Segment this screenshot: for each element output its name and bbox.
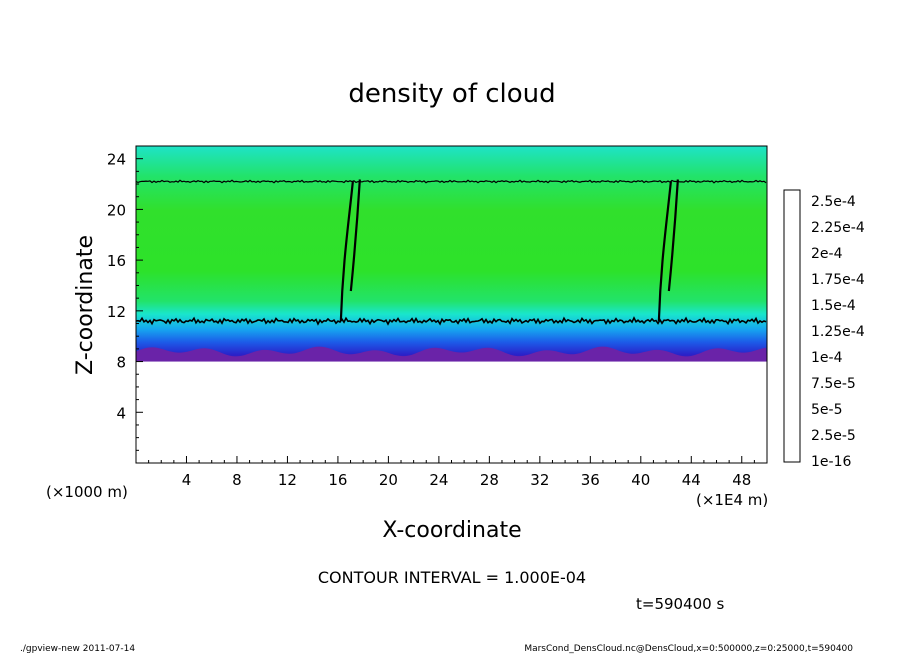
y-tick-label: 8: [116, 354, 126, 372]
colorbar-label: 2.25e-4: [811, 220, 865, 236]
colorbar-label: 2.5e-5: [811, 428, 856, 444]
x-tick-label: 4: [182, 471, 192, 489]
x-tick-label: 48: [732, 471, 751, 489]
x-tick-label: 20: [379, 471, 398, 489]
y-tick-label: 16: [107, 252, 126, 270]
y-tick-label: 24: [107, 151, 126, 169]
colorbar-label: 2.5e-4: [811, 194, 856, 210]
footer-left: ./gpview-new 2011-07-14: [20, 644, 135, 654]
y-axis-unit: (×1000 m): [46, 483, 128, 501]
colorbar-label: 5e-5: [811, 402, 842, 418]
colorbar-label: 1e-4: [811, 350, 843, 366]
colorbar-frame: [783, 189, 801, 463]
colorbar-label: 2e-4: [811, 246, 843, 262]
y-tick-label: 4: [116, 404, 126, 422]
footer-right: MarsCond_DensCloud.nc@DensCloud,x=0:5000…: [524, 644, 853, 654]
x-tick-label: 44: [682, 471, 701, 489]
x-tick-label: 16: [328, 471, 347, 489]
x-tick-label: 36: [581, 471, 600, 489]
plume-contour-2: [657, 179, 679, 322]
contour-line-lower: [135, 316, 767, 326]
x-tick-label: 28: [480, 471, 499, 489]
y-axis: 4 8 12 16 20 24: [107, 151, 143, 451]
x-tick-label: 40: [631, 471, 650, 489]
plume-contour-1: [339, 179, 361, 322]
cloud-base-band: [136, 346, 767, 362]
contour-line-upper: [135, 179, 767, 184]
colorbar: 1e-16 2.5e-5 5e-5 7.5e-5 1e-4 1.25e-4 1.5e-4 1.…: [783, 189, 865, 470]
x-axis: 4 8 12 16 20 24 28 32 36 40 44 48: [148, 456, 755, 489]
x-tick-label: 32: [530, 471, 549, 489]
y-axis-label: Z-coordinate: [73, 235, 98, 375]
x-tick-label: 24: [429, 471, 448, 489]
time-label: t=590400 s: [636, 595, 724, 613]
x-axis-unit: (×1E4 m): [696, 491, 768, 509]
colorbar-label: 1e-16: [811, 454, 851, 470]
colorbar-label: 1.5e-4: [811, 298, 856, 314]
chart-title: density of cloud: [348, 79, 555, 109]
colorbar-label: 1.75e-4: [811, 272, 865, 288]
y-tick-label: 12: [107, 303, 126, 321]
x-axis-label: X-coordinate: [382, 518, 521, 543]
x-tick-label: 12: [278, 471, 297, 489]
heatmap-field: [135, 146, 767, 362]
colorbar-label: 7.5e-5: [811, 376, 856, 392]
x-tick-label: 8: [232, 471, 242, 489]
contour-interval-text: CONTOUR INTERVAL = 1.000E-04: [318, 568, 586, 587]
colorbar-label: 1.25e-4: [811, 324, 865, 340]
y-tick-label: 20: [107, 201, 126, 219]
